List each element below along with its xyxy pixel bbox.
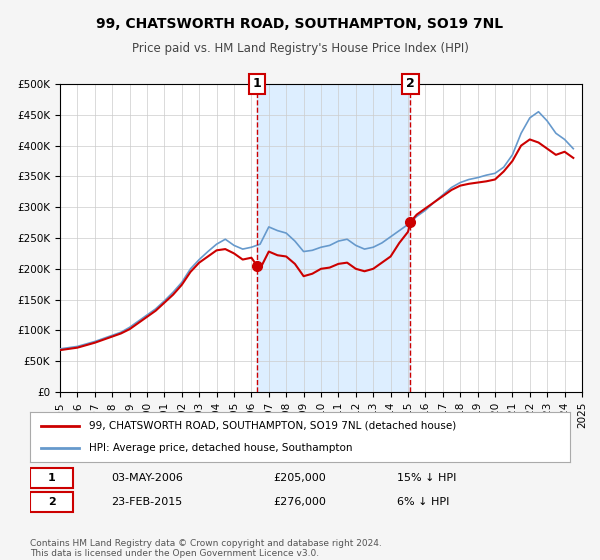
Text: 99, CHATSWORTH ROAD, SOUTHAMPTON, SO19 7NL (detached house): 99, CHATSWORTH ROAD, SOUTHAMPTON, SO19 7… [89,421,457,431]
FancyBboxPatch shape [30,492,73,512]
Bar [257,84,410,392]
FancyBboxPatch shape [30,468,73,488]
Text: 2: 2 [48,497,55,507]
Text: 6% ↓ HPI: 6% ↓ HPI [397,497,449,507]
Text: 15% ↓ HPI: 15% ↓ HPI [397,473,457,483]
Text: Contains HM Land Registry data © Crown copyright and database right 2024.: Contains HM Land Registry data © Crown c… [30,539,382,548]
Text: 99, CHATSWORTH ROAD, SOUTHAMPTON, SO19 7NL: 99, CHATSWORTH ROAD, SOUTHAMPTON, SO19 7… [97,17,503,31]
Text: This data is licensed under the Open Government Licence v3.0.: This data is licensed under the Open Gov… [30,549,319,558]
Text: £276,000: £276,000 [273,497,326,507]
Text: 03-MAY-2006: 03-MAY-2006 [111,473,183,483]
Text: 2: 2 [406,77,415,91]
Text: 23-FEB-2015: 23-FEB-2015 [111,497,182,507]
Text: 1: 1 [48,473,55,483]
Text: 1: 1 [253,77,262,91]
Text: HPI: Average price, detached house, Southampton: HPI: Average price, detached house, Sout… [89,443,353,453]
Text: Price paid vs. HM Land Registry's House Price Index (HPI): Price paid vs. HM Land Registry's House … [131,42,469,55]
Text: £205,000: £205,000 [273,473,326,483]
